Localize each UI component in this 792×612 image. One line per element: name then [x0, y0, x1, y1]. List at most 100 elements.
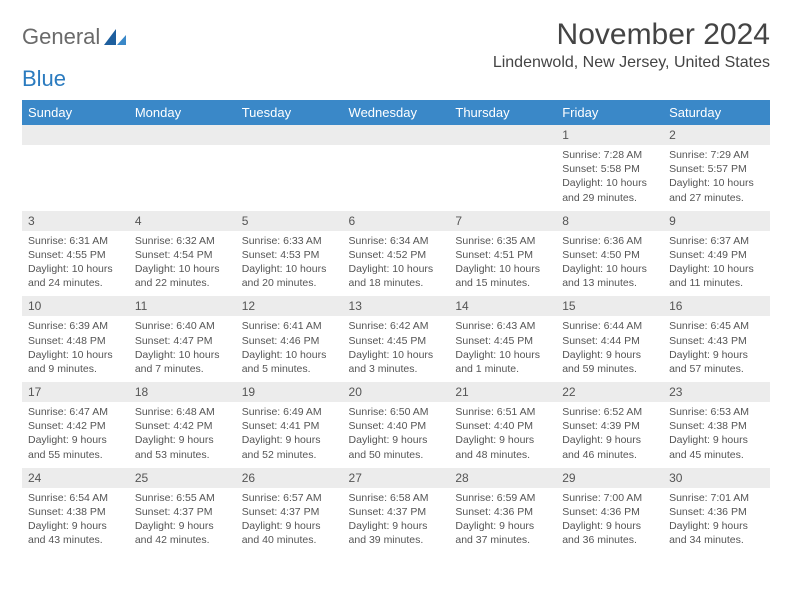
day-line: Sunrise: 6:43 AM — [455, 319, 550, 333]
day-number — [449, 125, 556, 145]
day-line: Sunset: 4:42 PM — [28, 419, 123, 433]
day-number: 16 — [663, 296, 770, 316]
day-line: Sunset: 4:45 PM — [349, 334, 444, 348]
day-cell: Sunrise: 6:58 AMSunset: 4:37 PMDaylight:… — [343, 488, 450, 554]
day-line: Sunrise: 7:28 AM — [562, 148, 657, 162]
month-title: November 2024 — [493, 18, 770, 52]
daynum-row: 10111213141516 — [22, 296, 770, 316]
dayhead-thu: Thursday — [449, 100, 556, 125]
day-line: Sunset: 4:39 PM — [562, 419, 657, 433]
day-line: Daylight: 10 hours and 22 minutes. — [135, 262, 230, 290]
daynum-row: 17181920212223 — [22, 382, 770, 402]
day-cell — [129, 145, 236, 211]
day-line: Daylight: 10 hours and 20 minutes. — [242, 262, 337, 290]
day-number: 27 — [343, 468, 450, 488]
day-line: Sunrise: 6:54 AM — [28, 491, 123, 505]
dayhead-sun: Sunday — [22, 100, 129, 125]
day-number: 13 — [343, 296, 450, 316]
day-cell: Sunrise: 6:59 AMSunset: 4:36 PMDaylight:… — [449, 488, 556, 554]
logo-sail-icon — [102, 27, 128, 47]
day-line: Sunrise: 6:40 AM — [135, 319, 230, 333]
day-line: Sunrise: 6:52 AM — [562, 405, 657, 419]
day-line: Daylight: 10 hours and 15 minutes. — [455, 262, 550, 290]
day-line: Sunset: 4:37 PM — [349, 505, 444, 519]
day-line: Sunset: 4:44 PM — [562, 334, 657, 348]
day-line: Sunrise: 6:36 AM — [562, 234, 657, 248]
day-cell: Sunrise: 6:52 AMSunset: 4:39 PMDaylight:… — [556, 402, 663, 468]
day-number: 3 — [22, 211, 129, 231]
calendar-table: Sunday Monday Tuesday Wednesday Thursday… — [22, 100, 770, 553]
day-number: 12 — [236, 296, 343, 316]
day-line: Sunrise: 6:48 AM — [135, 405, 230, 419]
day-line: Daylight: 9 hours and 50 minutes. — [349, 433, 444, 461]
day-line: Daylight: 10 hours and 18 minutes. — [349, 262, 444, 290]
day-cell: Sunrise: 6:44 AMSunset: 4:44 PMDaylight:… — [556, 316, 663, 382]
day-cell: Sunrise: 6:57 AMSunset: 4:37 PMDaylight:… — [236, 488, 343, 554]
day-cell: Sunrise: 7:28 AMSunset: 5:58 PMDaylight:… — [556, 145, 663, 211]
daycontent-row: Sunrise: 6:54 AMSunset: 4:38 PMDaylight:… — [22, 488, 770, 554]
day-line: Daylight: 10 hours and 13 minutes. — [562, 262, 657, 290]
logo-text-blue: Blue — [22, 66, 66, 92]
day-number: 6 — [343, 211, 450, 231]
day-line: Daylight: 9 hours and 34 minutes. — [669, 519, 764, 547]
day-cell: Sunrise: 6:32 AMSunset: 4:54 PMDaylight:… — [129, 231, 236, 297]
day-line: Daylight: 9 hours and 45 minutes. — [669, 433, 764, 461]
day-line: Sunset: 4:42 PM — [135, 419, 230, 433]
day-line: Sunset: 4:38 PM — [28, 505, 123, 519]
day-cell — [449, 145, 556, 211]
day-number: 29 — [556, 468, 663, 488]
day-line: Daylight: 10 hours and 9 minutes. — [28, 348, 123, 376]
day-line: Sunset: 4:37 PM — [242, 505, 337, 519]
day-cell: Sunrise: 6:51 AMSunset: 4:40 PMDaylight:… — [449, 402, 556, 468]
day-line: Sunrise: 6:58 AM — [349, 491, 444, 505]
day-line: Sunset: 4:41 PM — [242, 419, 337, 433]
day-line: Daylight: 10 hours and 24 minutes. — [28, 262, 123, 290]
day-line: Sunrise: 6:45 AM — [669, 319, 764, 333]
day-line: Sunrise: 6:53 AM — [669, 405, 764, 419]
day-line: Sunset: 4:36 PM — [562, 505, 657, 519]
day-line: Sunset: 4:40 PM — [455, 419, 550, 433]
daycontent-row: Sunrise: 6:47 AMSunset: 4:42 PMDaylight:… — [22, 402, 770, 468]
day-cell: Sunrise: 6:45 AMSunset: 4:43 PMDaylight:… — [663, 316, 770, 382]
day-number: 5 — [236, 211, 343, 231]
dayhead-tue: Tuesday — [236, 100, 343, 125]
day-line: Sunset: 4:51 PM — [455, 248, 550, 262]
day-cell: Sunrise: 6:47 AMSunset: 4:42 PMDaylight:… — [22, 402, 129, 468]
day-line: Sunrise: 6:41 AM — [242, 319, 337, 333]
day-line: Sunrise: 6:33 AM — [242, 234, 337, 248]
day-line: Sunset: 4:37 PM — [135, 505, 230, 519]
day-number: 19 — [236, 382, 343, 402]
day-number: 2 — [663, 125, 770, 145]
title-block: November 2024 Lindenwold, New Jersey, Un… — [493, 18, 770, 72]
day-cell: Sunrise: 6:41 AMSunset: 4:46 PMDaylight:… — [236, 316, 343, 382]
day-number: 9 — [663, 211, 770, 231]
day-line: Daylight: 9 hours and 39 minutes. — [349, 519, 444, 547]
day-line: Sunrise: 6:49 AM — [242, 405, 337, 419]
day-line: Sunrise: 6:47 AM — [28, 405, 123, 419]
location-label: Lindenwold, New Jersey, United States — [493, 54, 770, 72]
day-line: Sunset: 4:45 PM — [455, 334, 550, 348]
day-line: Sunrise: 6:57 AM — [242, 491, 337, 505]
day-line: Sunset: 4:47 PM — [135, 334, 230, 348]
calendar-body: 12 Sunrise: 7:28 AMSunset: 5:58 PMDayligh… — [22, 125, 770, 553]
day-line: Sunrise: 6:44 AM — [562, 319, 657, 333]
day-line: Sunrise: 7:01 AM — [669, 491, 764, 505]
day-number: 28 — [449, 468, 556, 488]
day-line: Sunrise: 7:00 AM — [562, 491, 657, 505]
daycontent-row: Sunrise: 6:31 AMSunset: 4:55 PMDaylight:… — [22, 231, 770, 297]
day-number — [22, 125, 129, 145]
dayhead-wed: Wednesday — [343, 100, 450, 125]
logo: General — [22, 18, 128, 50]
day-line: Daylight: 10 hours and 11 minutes. — [669, 262, 764, 290]
day-line: Daylight: 9 hours and 36 minutes. — [562, 519, 657, 547]
day-line: Daylight: 10 hours and 7 minutes. — [135, 348, 230, 376]
day-number: 20 — [343, 382, 450, 402]
day-line: Sunrise: 6:39 AM — [28, 319, 123, 333]
day-line: Daylight: 10 hours and 1 minute. — [455, 348, 550, 376]
day-line: Sunset: 4:36 PM — [455, 505, 550, 519]
day-number: 25 — [129, 468, 236, 488]
day-line: Daylight: 9 hours and 43 minutes. — [28, 519, 123, 547]
day-line: Sunrise: 6:55 AM — [135, 491, 230, 505]
day-line: Sunrise: 6:35 AM — [455, 234, 550, 248]
day-line: Sunrise: 7:29 AM — [669, 148, 764, 162]
